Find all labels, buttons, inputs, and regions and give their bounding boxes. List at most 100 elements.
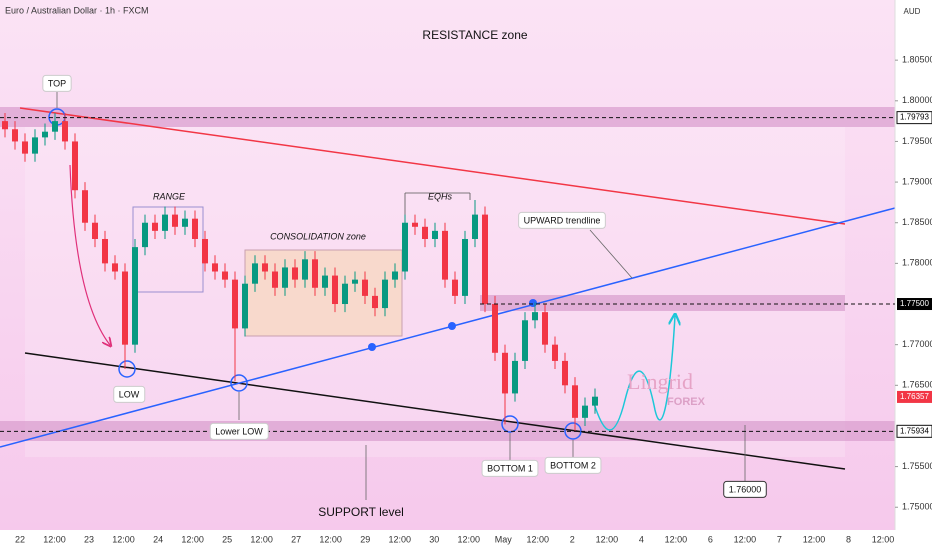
candle-body [262, 263, 268, 272]
candle-body [402, 222, 408, 272]
candle-body [272, 271, 278, 288]
candle-body [592, 396, 598, 406]
y-tick-label: 1.80000 [902, 95, 932, 105]
y-tick-label: 1.75500 [902, 461, 932, 471]
price-tag [896, 424, 932, 438]
candle-body [162, 214, 168, 231]
y-tick-label: 1.77000 [902, 339, 932, 349]
candle-body [312, 259, 318, 288]
candle-body [442, 230, 448, 280]
candle-body [572, 385, 578, 418]
x-tick-label: 27 [291, 534, 301, 544]
x-tick-label: 12:00 [319, 534, 342, 544]
candle-body [142, 222, 148, 248]
candle-body [472, 214, 478, 239]
chart-title: Euro / Australian Dollar · 1h · FXCM [5, 5, 149, 15]
annotation: EQHs [428, 191, 453, 201]
x-tick-label: 12:00 [112, 534, 135, 544]
x-tick-label: 7 [777, 534, 782, 544]
price-tag [896, 111, 932, 125]
x-tick-label: 2 [570, 534, 575, 544]
price-tag-label: 1.79793 [900, 113, 929, 122]
candle-body [532, 312, 538, 321]
candle-body [112, 263, 118, 272]
candle-body [152, 222, 158, 231]
candle-body [82, 190, 88, 223]
candle-body [62, 121, 68, 142]
annotation: CONSOLIDATION zone [270, 231, 366, 241]
y-tick-label: 1.80500 [902, 55, 932, 65]
resistance-band [0, 107, 895, 127]
annotation: LOW [119, 389, 140, 399]
candle-body [582, 405, 588, 418]
price-tag-label: 1.76357 [900, 392, 929, 401]
candle-body [452, 279, 458, 296]
y-tick-label: 1.75000 [902, 502, 932, 512]
candle-body [212, 263, 218, 272]
candle-body [132, 247, 138, 345]
candle-body [552, 344, 558, 361]
candle-body [462, 238, 468, 296]
candle-body [422, 226, 428, 239]
annotation: TOP [48, 78, 66, 88]
candle-body [252, 263, 258, 284]
label-box [723, 480, 767, 498]
y-tick-label: 1.79500 [902, 136, 932, 146]
x-tick-label: 12:00 [734, 534, 757, 544]
candle-body [522, 320, 528, 361]
candle-body [502, 352, 508, 394]
annotation: UPWARD trendline [524, 215, 601, 225]
price-tag-label: 1.77500 [900, 299, 929, 308]
annotation: SUPPORT level [318, 505, 404, 519]
candle-body [92, 222, 98, 239]
candle-body [542, 312, 548, 345]
candle-body [432, 230, 438, 239]
x-tick-label: 8 [846, 534, 851, 544]
x-tick-label: 23 [84, 534, 94, 544]
x-tick-label: May [495, 534, 513, 544]
candle-body [192, 218, 198, 239]
label-box [209, 422, 269, 440]
projection-path [592, 316, 675, 431]
candle-body [562, 360, 568, 386]
candle-body [172, 214, 178, 227]
consolidation-box [244, 249, 403, 337]
y-tick-label: 1.78000 [902, 258, 932, 268]
upward-trendline [0, 207, 896, 448]
x-tick-label: 12:00 [665, 534, 688, 544]
candle-body [2, 121, 8, 130]
annotation: 1.76000 [729, 484, 762, 494]
candle-body [12, 129, 18, 142]
time-axis [0, 530, 932, 550]
candle-body [302, 259, 308, 280]
candle-body [182, 218, 188, 227]
y-tick-label: 1.78500 [902, 217, 932, 227]
price-tag-label: 1.75934 [900, 426, 929, 435]
candle-body [292, 267, 298, 280]
x-tick-label: 29 [360, 534, 370, 544]
annotation: RANGE [153, 191, 186, 201]
x-tick-label: 12:00 [596, 534, 619, 544]
candle-body [342, 283, 348, 305]
candle-body [52, 121, 58, 132]
candle-body [22, 141, 28, 154]
label-box [544, 456, 602, 474]
x-tick-label: 12:00 [181, 534, 204, 544]
watermark: Lingrid [627, 369, 693, 394]
x-tick-label: 30 [429, 534, 439, 544]
price-axis [895, 0, 932, 550]
candle-body [42, 131, 48, 138]
candle-body [352, 279, 358, 284]
x-tick-label: 25 [222, 534, 232, 544]
resistance-trendline [19, 107, 846, 225]
pink-arrow [69, 164, 110, 345]
y-tick-label: 1.79000 [902, 176, 932, 186]
currency: AUD [904, 7, 921, 16]
callout-lines [56, 92, 746, 500]
x-tick-label: 12:00 [250, 534, 273, 544]
candle-body [122, 271, 128, 345]
candle-body [202, 238, 208, 264]
x-tick-label: 12:00 [803, 534, 826, 544]
candle-body [412, 222, 418, 227]
